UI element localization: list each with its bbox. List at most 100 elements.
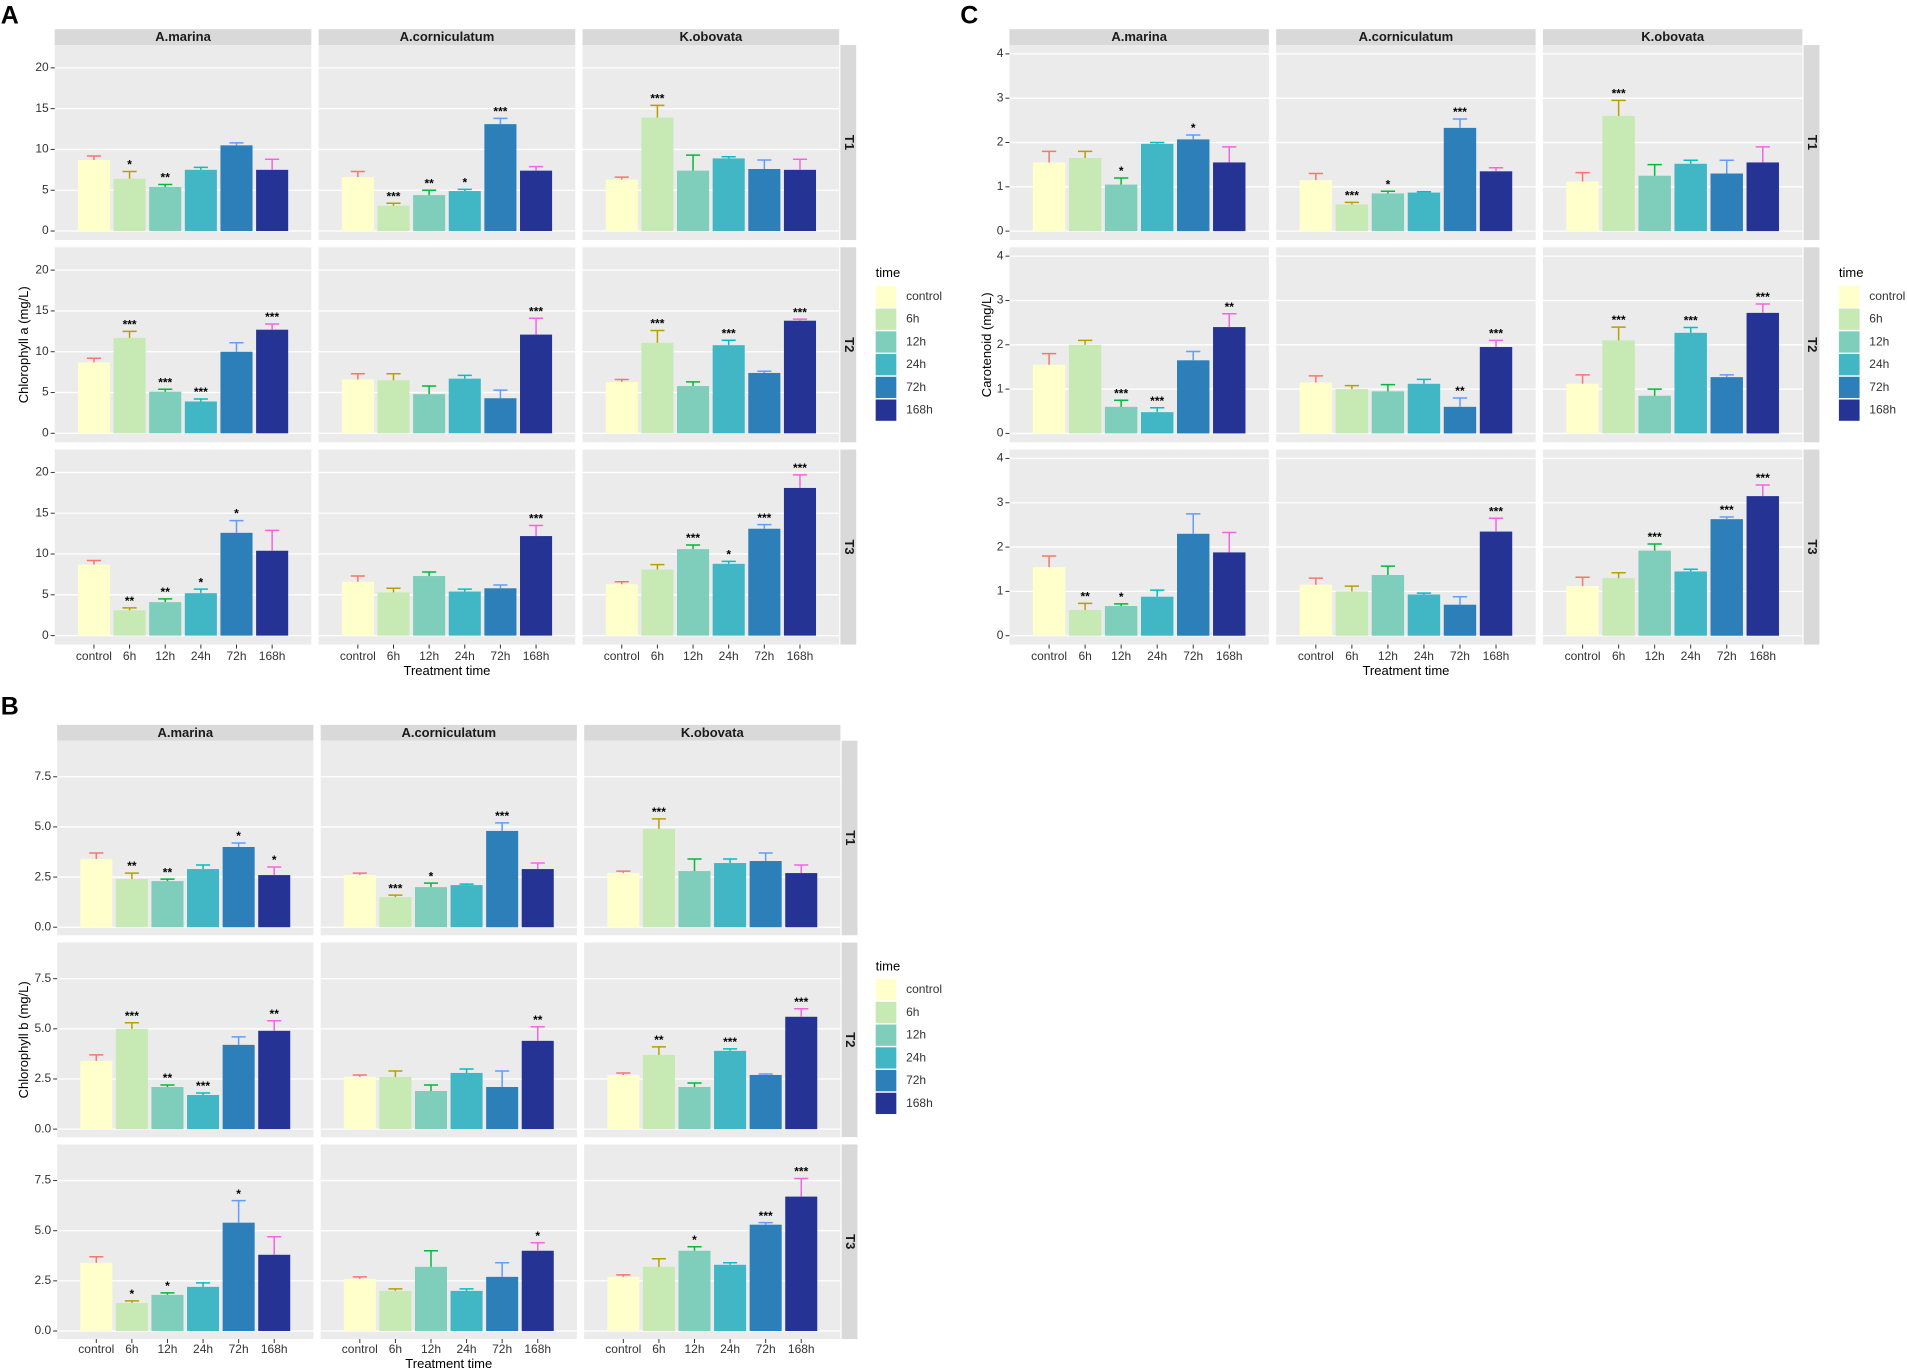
error-bar [231, 1036, 246, 1045]
legend-key [1838, 376, 1860, 399]
bar [1032, 567, 1066, 636]
legend-key [1838, 285, 1860, 308]
bar [642, 1266, 675, 1332]
error-bar [614, 378, 629, 382]
facet-row-label: T2 [842, 337, 857, 352]
bar [1638, 550, 1671, 636]
legend-key [875, 1092, 897, 1115]
facet-strip [840, 247, 857, 443]
x-tick-label: 168h [1483, 649, 1510, 663]
x-tick-label: 168h [524, 1342, 551, 1356]
bar [1638, 395, 1671, 434]
significance-label: *** [125, 1009, 139, 1023]
y-tick-label: 4 [997, 46, 1004, 60]
significance-label: *** [723, 1035, 737, 1049]
error-bar [423, 1084, 439, 1092]
significance-label: * [165, 1279, 170, 1293]
bar [1104, 406, 1138, 434]
error-bar [229, 342, 244, 352]
bar [1674, 571, 1707, 636]
significance-label: *** [495, 809, 509, 823]
error-bar [1041, 352, 1057, 365]
bar [414, 887, 447, 928]
error-bar [1452, 397, 1468, 407]
error-bar [231, 842, 246, 847]
facet-strip [57, 724, 314, 741]
error-bar [423, 882, 439, 888]
bar [1140, 412, 1174, 434]
y-tick-label: 15 [35, 303, 49, 317]
bar [1299, 180, 1333, 232]
facet-column-label: A.marina [1111, 29, 1167, 44]
y-tick-label: 10 [35, 142, 49, 156]
bar [678, 1086, 711, 1130]
x-tick-label: 72h [1183, 649, 1203, 663]
legend-label: control [906, 289, 942, 303]
error-bar [1186, 513, 1201, 534]
facet-column-label: A.corniculatum [1359, 29, 1454, 44]
y-tick-label: 2.5 [34, 869, 51, 883]
bar [377, 380, 410, 434]
error-bar [1416, 378, 1432, 384]
facet-column-label: A.corniculatum [401, 725, 496, 740]
error-bar [792, 318, 808, 321]
significance-label: * [236, 1187, 241, 1201]
y-tick-label: 1 [997, 179, 1004, 193]
facet-strip [1542, 29, 1803, 45]
error-bar [229, 519, 244, 533]
error-bar [1647, 543, 1662, 551]
bar [256, 550, 289, 636]
error-bar [86, 155, 101, 161]
x-tick-label: 6h [1612, 649, 1625, 663]
facet-strip [582, 29, 840, 45]
y-tick-label: 7.5 [34, 971, 51, 985]
bar [80, 1262, 113, 1332]
x-tick-label: 168h [261, 1342, 288, 1356]
x-tick-label: 72h [490, 649, 510, 663]
bar [607, 1074, 640, 1130]
bar [343, 1278, 376, 1332]
x-axis-title: Treatment time [403, 663, 490, 678]
legend-label: 72h [906, 380, 926, 394]
significance-label: *** [1684, 314, 1698, 328]
y-tick-label: 10 [35, 344, 49, 358]
bar [1638, 175, 1671, 232]
x-tick-label: 24h [457, 1342, 477, 1356]
bar [785, 1016, 818, 1130]
x-tick-label: control [342, 1342, 378, 1356]
error-bar [651, 1046, 666, 1055]
bar [1177, 360, 1210, 434]
bar [1710, 377, 1743, 434]
x-tick-label: 24h [1681, 649, 1701, 663]
error-bar [1308, 375, 1323, 383]
panel-letter: C [960, 2, 978, 30]
x-tick-label: 12h [1111, 649, 1131, 663]
y-tick-label: 15 [35, 505, 49, 519]
error-bar [1077, 150, 1093, 159]
error-bar [1308, 577, 1323, 585]
significance-label: *** [1756, 471, 1770, 485]
facet-row-label: T2 [843, 1032, 858, 1047]
bar [1104, 606, 1138, 636]
bar [521, 1040, 554, 1130]
significance-label: *** [650, 92, 664, 106]
error-bar [1041, 555, 1057, 568]
x-tick-label: 12h [684, 1342, 704, 1356]
error-bar [1114, 177, 1129, 185]
error-bar [721, 560, 736, 564]
x-tick-label: 24h [719, 649, 739, 663]
significance-label: *** [650, 317, 664, 331]
bar [642, 1054, 675, 1130]
error-bar [530, 862, 545, 870]
legend-label: 12h [906, 334, 926, 348]
error-bar [530, 1026, 545, 1041]
significance-label: ** [1225, 300, 1235, 314]
error-bar [1575, 374, 1590, 384]
error-bar [614, 176, 629, 180]
bar [343, 875, 376, 928]
bar [607, 873, 640, 928]
error-bar [1186, 350, 1201, 361]
error-bar [1150, 589, 1165, 597]
error-bar [350, 373, 365, 380]
error-bar [1452, 595, 1468, 605]
